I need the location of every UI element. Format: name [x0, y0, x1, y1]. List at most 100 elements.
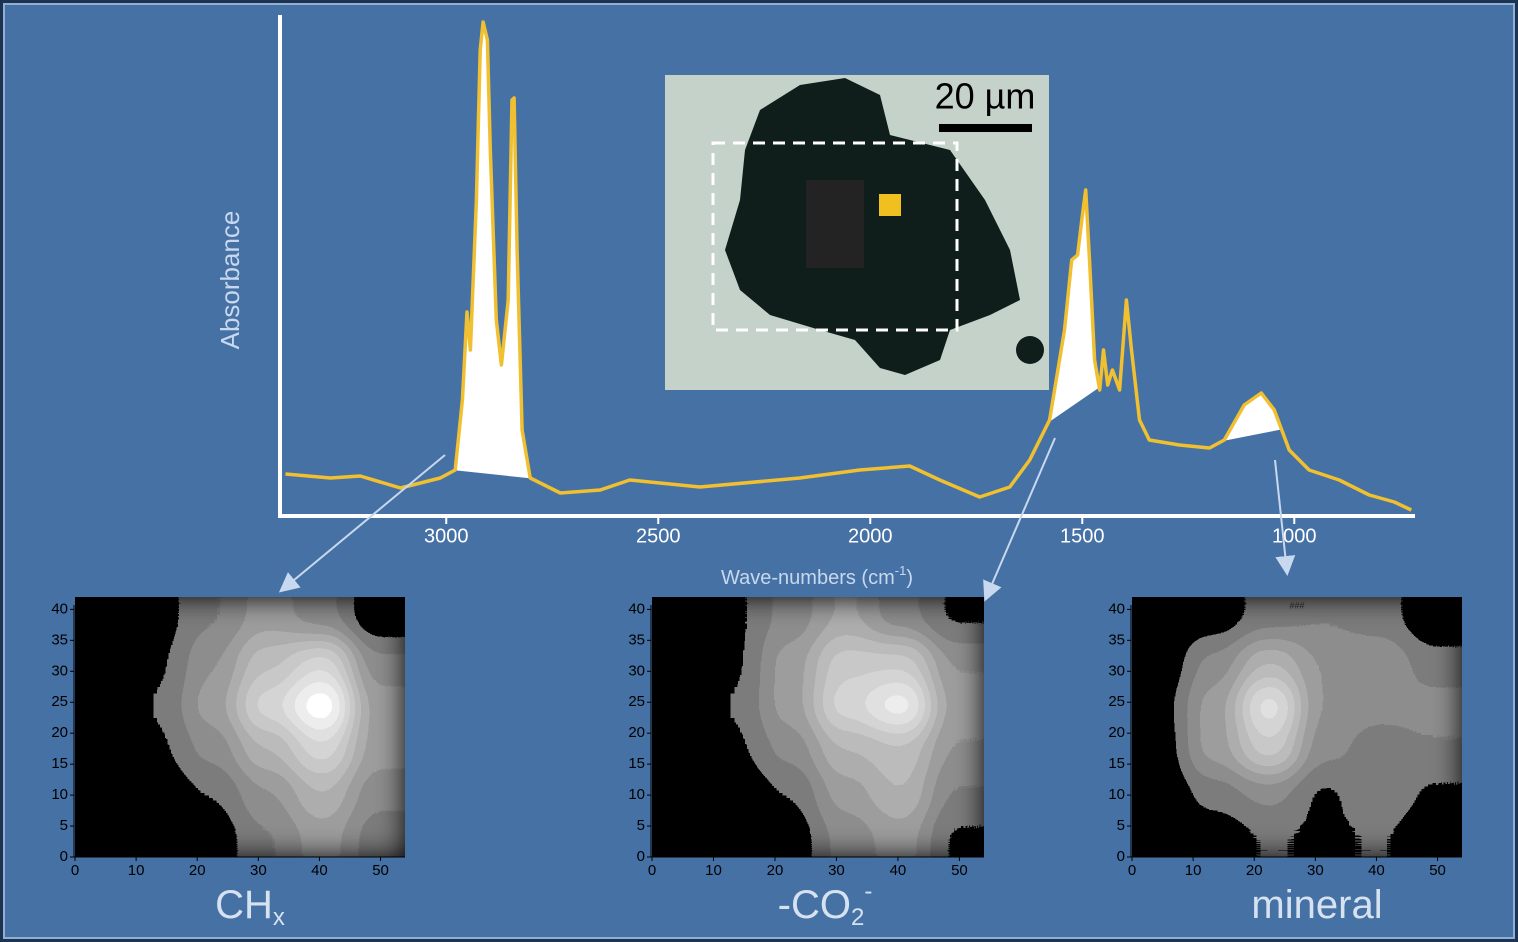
cell: [295, 597, 351, 641]
cell: [707, 597, 763, 641]
cell: [763, 684, 819, 728]
contour-map: [652, 597, 985, 858]
x-tick-label: 2000: [848, 525, 893, 547]
cell: [1132, 684, 1188, 728]
cell: [75, 814, 131, 858]
cell: [818, 597, 874, 641]
cell: [652, 727, 708, 771]
map-y-tick-label: 5: [1117, 817, 1125, 834]
cell: [1407, 814, 1463, 858]
cell: [873, 597, 929, 641]
cell: [350, 597, 406, 641]
cell: [1297, 814, 1353, 858]
cell: [350, 727, 406, 771]
map-y-tick-label: 35: [51, 631, 68, 648]
map-y-tick-label: 15: [628, 755, 645, 772]
contour-field: [652, 597, 985, 858]
map-x-tick-label: 30: [1307, 862, 1324, 879]
map-y-tick-label: 10: [1108, 786, 1125, 803]
map-y-tick-label: 0: [1117, 848, 1125, 865]
map-x-tick-label: 40: [311, 862, 328, 879]
cell: [130, 770, 186, 814]
cell: [1352, 814, 1408, 858]
cell: [929, 727, 985, 771]
cell: [652, 814, 708, 858]
map-label-sub: x: [273, 904, 285, 931]
cell: [185, 770, 241, 814]
spot: [879, 194, 901, 216]
cell: [652, 770, 708, 814]
contour-map: [75, 597, 406, 858]
map-y-tick-label: 0: [60, 848, 68, 865]
x-tick-label: 1500: [1060, 525, 1105, 547]
cell: [1132, 640, 1188, 684]
cell: [130, 684, 186, 728]
particle-fragment: [1016, 336, 1044, 364]
cell: [185, 597, 241, 641]
cell: [295, 770, 351, 814]
cell: [707, 770, 763, 814]
cell: [295, 684, 351, 728]
cell: [1352, 770, 1408, 814]
cell: [1187, 597, 1243, 641]
cell: [185, 727, 241, 771]
cell: [75, 684, 131, 728]
map-y-tick-label: 30: [51, 662, 68, 679]
scale-bar: [939, 124, 1032, 132]
map-x-tick-label: 0: [1128, 862, 1136, 879]
page: 30002500200015001000AbsorbanceWave-numbe…: [0, 0, 1518, 942]
cell: [240, 727, 296, 771]
cell: [873, 684, 929, 728]
map-x-tick-label: 10: [128, 862, 145, 879]
cell: [929, 597, 985, 641]
cell: [652, 640, 708, 684]
cell: [1187, 727, 1243, 771]
cell: [75, 770, 131, 814]
cell: [763, 640, 819, 684]
cell: [350, 640, 406, 684]
map-x-tick-label: 50: [951, 862, 968, 879]
cell: [707, 814, 763, 858]
map-y-tick-label: 25: [628, 693, 645, 710]
cell: [1407, 597, 1463, 641]
map-y-tick-label: 40: [1108, 600, 1125, 617]
cell: [1297, 727, 1353, 771]
cell: [873, 727, 929, 771]
map-label-sub: 2: [851, 904, 864, 931]
cell: [763, 727, 819, 771]
map-x-tick-label: 0: [648, 862, 656, 879]
map-y-tick-label: 5: [60, 817, 68, 834]
map-y-tick-label: 20: [628, 724, 645, 741]
cell: [240, 597, 296, 641]
map-y-tick-label: 30: [1108, 662, 1125, 679]
map-x-tick-label: 50: [372, 862, 389, 879]
map-y-tick-label: 20: [1108, 724, 1125, 741]
cell: [873, 640, 929, 684]
map-y-tick-label: 30: [628, 662, 645, 679]
scale-label: 20 µm: [935, 76, 1036, 117]
x-tick-label: 2500: [636, 525, 681, 547]
map-y-tick-label: 10: [628, 786, 645, 803]
cell: [1407, 727, 1463, 771]
cell: [1132, 814, 1188, 858]
map-label-text: -CO: [778, 883, 851, 927]
map-label: mineral: [1251, 883, 1382, 927]
cell: [1297, 597, 1353, 641]
cell: [1132, 770, 1188, 814]
map-x-tick-label: 30: [828, 862, 845, 879]
cell: [652, 597, 708, 641]
x-axis-label-sup: -1: [895, 563, 907, 578]
slide: 30002500200015001000AbsorbanceWave-numbe…: [0, 0, 1518, 942]
cell: [295, 727, 351, 771]
cell: [295, 814, 351, 858]
cell: [1187, 684, 1243, 728]
cell: [240, 684, 296, 728]
cell: [1242, 727, 1298, 771]
cell: [130, 727, 186, 771]
map-y-tick-label: 0: [637, 848, 645, 865]
cell: [873, 770, 929, 814]
region: [806, 180, 864, 268]
cell: [295, 640, 351, 684]
cell: [185, 684, 241, 728]
cell: [75, 640, 131, 684]
